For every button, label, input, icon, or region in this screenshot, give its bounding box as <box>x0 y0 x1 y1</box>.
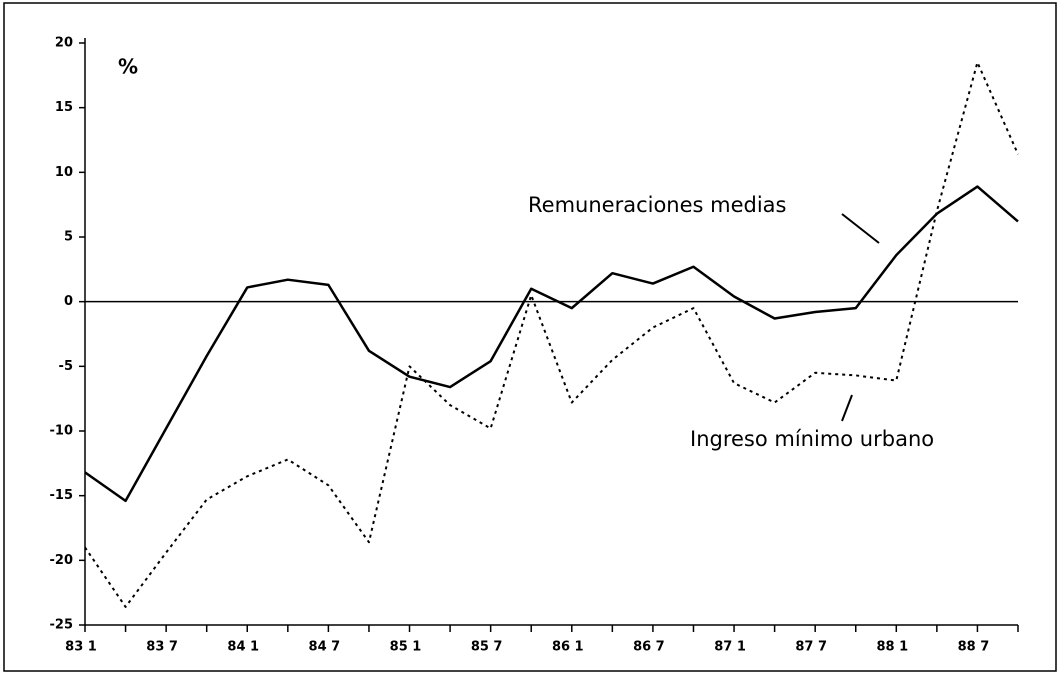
y-tick-label: 15 <box>55 100 73 115</box>
x-tick-label: 85 7 <box>471 640 503 655</box>
leader-line <box>841 213 880 244</box>
x-tick-label: 87 1 <box>714 640 746 655</box>
y-axis-label: % <box>118 55 138 79</box>
x-tick-label: 87 7 <box>795 640 827 655</box>
x-tick-label: 83 1 <box>65 640 97 655</box>
series-label: Ingreso mínimo urbano <box>690 427 934 451</box>
x-tick-label: 84 7 <box>309 640 341 655</box>
x-tick-label: 86 7 <box>633 640 665 655</box>
y-tick-label: 10 <box>55 165 73 180</box>
x-tick-label: 86 1 <box>552 640 584 655</box>
x-tick-label: 88 7 <box>958 640 990 655</box>
series-line <box>84 61 1019 608</box>
y-tick-label: 20 <box>55 36 73 51</box>
x-tick-label: 83 7 <box>146 640 178 655</box>
y-tick-label: -5 <box>59 359 73 374</box>
series-label: Remuneraciones medias <box>528 193 787 217</box>
y-tick-label: -15 <box>50 488 74 503</box>
x-tick-label: 85 1 <box>390 640 422 655</box>
y-tick-label: -10 <box>50 424 74 439</box>
y-tick-label: 5 <box>64 230 73 245</box>
y-tick-label: -20 <box>50 553 74 568</box>
x-tick-label: 84 1 <box>227 640 259 655</box>
frame <box>3 2 1057 672</box>
y-tick-label: -25 <box>50 618 74 633</box>
y-tick-label: 0 <box>64 294 73 309</box>
leader-line <box>841 394 853 422</box>
series-line <box>84 185 1019 503</box>
x-tick-label: 88 1 <box>876 640 908 655</box>
